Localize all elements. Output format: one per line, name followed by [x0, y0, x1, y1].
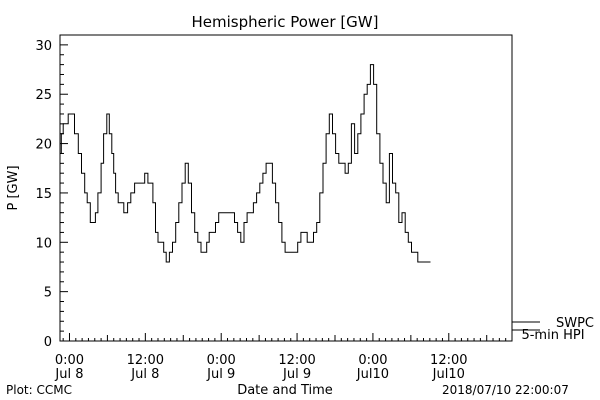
- y-tick-label: 20: [35, 138, 52, 153]
- series-line-5min-hpi: [60, 64, 431, 263]
- x-tick-time-label: 12:00: [278, 353, 315, 368]
- x-tick-time-label: 0:00: [358, 353, 387, 368]
- x-tick-time-label: 12:00: [127, 353, 164, 368]
- timestamp: 2018/07/10 22:00:07: [442, 383, 569, 397]
- x-tick-date-label: Jul 8: [130, 367, 159, 382]
- chart-title: Hemispheric Power [GW]: [192, 13, 379, 31]
- y-tick-label: 25: [35, 88, 52, 103]
- x-tick-date-label: Jul10: [432, 367, 465, 382]
- y-axis-label: P [GW]: [6, 165, 21, 210]
- x-tick-date-label: Jul10: [356, 367, 389, 382]
- x-axis-label: Date and Time: [237, 383, 333, 398]
- y-tick-label: 30: [35, 39, 52, 54]
- x-tick-date-label: Jul 8: [54, 367, 83, 382]
- legend: SWPC 5-min HPI: [512, 316, 594, 343]
- x-tick-date-label: Jul 9: [282, 367, 311, 382]
- legend-swpc-label: SWPC: [556, 316, 594, 331]
- plot-credit: Plot: CCMC: [6, 383, 72, 397]
- y-tick-label: 0: [44, 335, 52, 350]
- y-axis: 0 5 10 15 20 25 30: [35, 39, 68, 350]
- y-tick-label: 10: [35, 236, 52, 251]
- x-tick-time-label: 0:00: [207, 353, 236, 368]
- x-tick-date-label: Jul 9: [206, 367, 235, 382]
- x-tick-time-label: 0:00: [55, 353, 84, 368]
- legend-hpi-label: 5-min HPI: [521, 328, 584, 343]
- y-tick-label: 5: [44, 286, 52, 301]
- y-tick-label: 15: [35, 187, 52, 202]
- plot-area-frame: [59, 34, 513, 342]
- x-tick-time-label: 12:00: [430, 353, 467, 368]
